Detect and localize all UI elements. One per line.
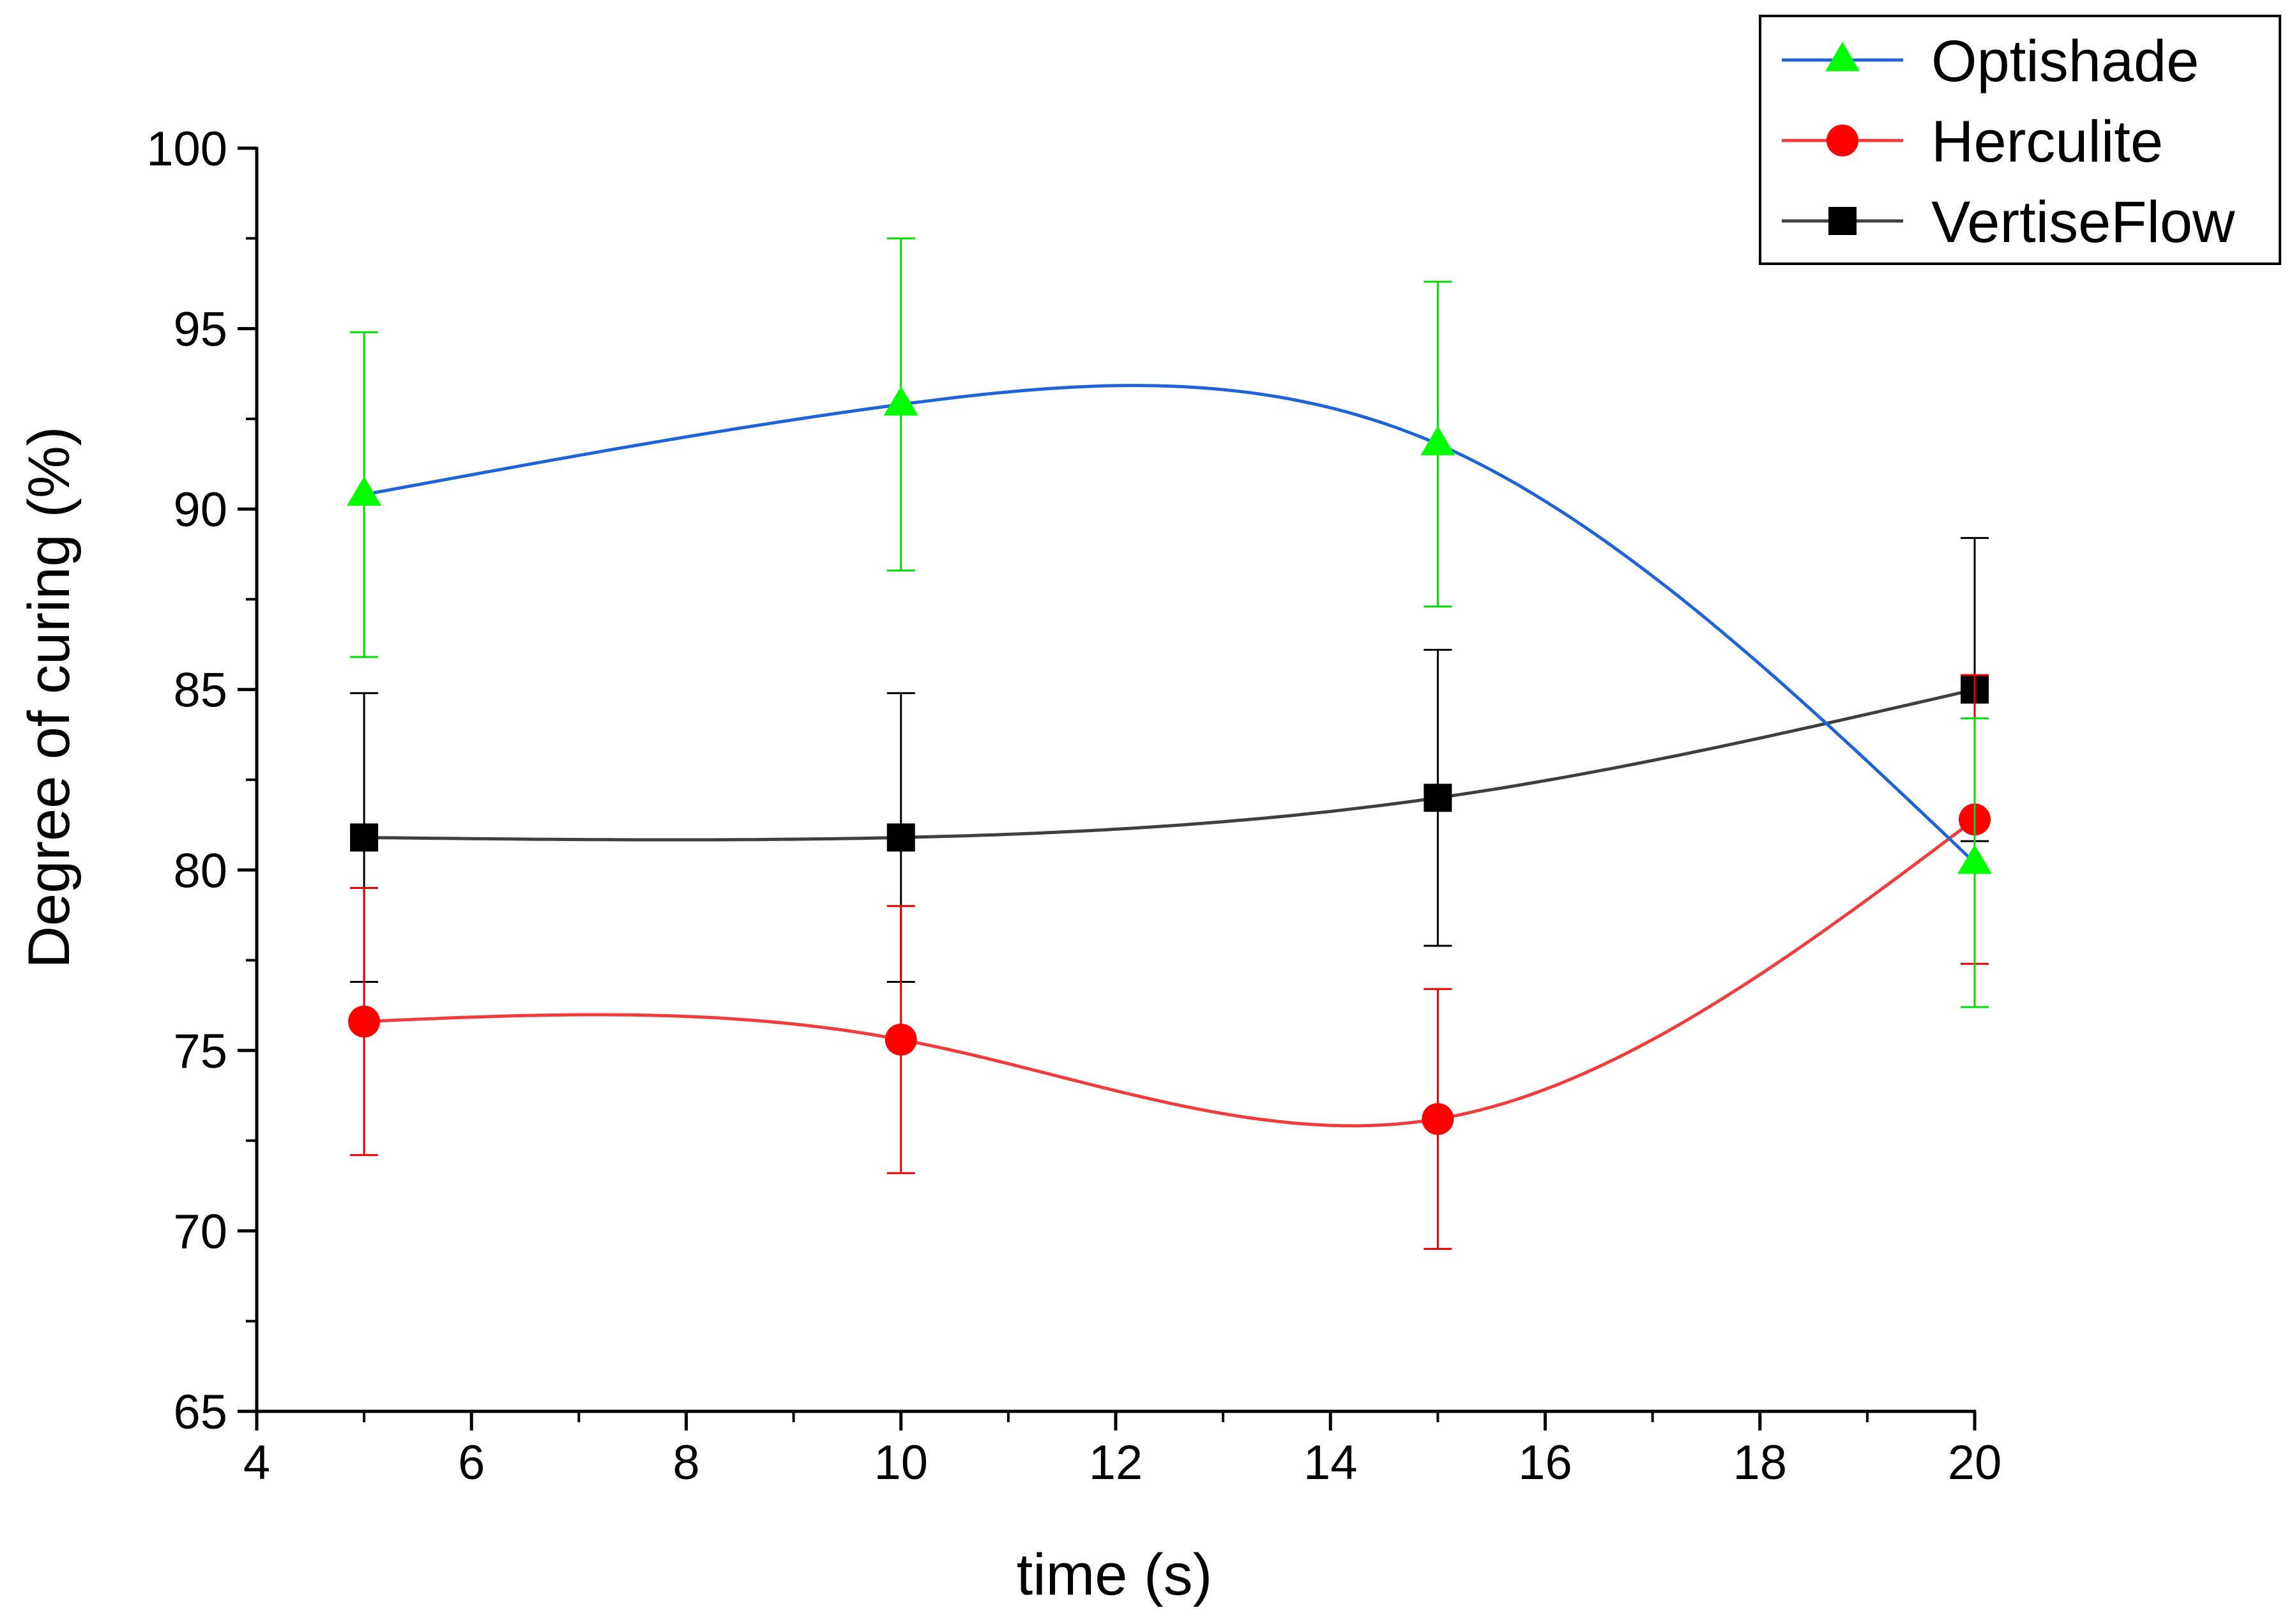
x-tick-label: 4 bbox=[243, 1436, 270, 1490]
x-tick-label: 20 bbox=[1948, 1436, 2002, 1490]
data-point-optishade bbox=[1420, 425, 1455, 455]
data-point-vertiseflow bbox=[886, 823, 915, 852]
data-point-optishade bbox=[347, 476, 382, 506]
data-point-optishade bbox=[1957, 844, 1992, 874]
series-layer bbox=[347, 237, 1992, 1250]
x-tick-label: 8 bbox=[672, 1436, 699, 1490]
series-line-optishade bbox=[363, 384, 1976, 864]
y-axis-title: Degree of curing (%) bbox=[17, 427, 82, 969]
y-tick-label: 85 bbox=[173, 664, 227, 718]
data-point-vertiseflow bbox=[350, 823, 379, 852]
legend: Optishade Herculite VertiseFlow bbox=[1759, 15, 2281, 265]
legend-label-optishade: Optishade bbox=[1931, 29, 2199, 94]
y-tick-label: 80 bbox=[173, 844, 227, 898]
legend-label-vertiseflow: VertiseFlow bbox=[1931, 190, 2235, 255]
y-tick-label: 75 bbox=[173, 1024, 227, 1079]
legend-label-herculite: Herculite bbox=[1931, 109, 2163, 174]
legend-marker-vertiseflow bbox=[1828, 207, 1857, 235]
x-axis-title: time (s) bbox=[1017, 1542, 1213, 1607]
y-tick-label: 90 bbox=[173, 483, 227, 537]
x-tick-label: 16 bbox=[1518, 1436, 1572, 1490]
y-tick-label: 65 bbox=[173, 1385, 227, 1439]
x-tick-label: 6 bbox=[458, 1436, 485, 1490]
y-tick-label: 95 bbox=[173, 303, 227, 357]
y-tick-label: 100 bbox=[146, 122, 227, 176]
x-tick-label: 10 bbox=[874, 1436, 928, 1490]
data-point-optishade bbox=[883, 386, 918, 416]
data-point-herculite bbox=[348, 1005, 381, 1038]
axes-layer: 4 6 8 10 12 14 16 18 20 65 70 75 80 85 90 95 100 bbox=[146, 122, 2002, 1490]
series-line-herculite bbox=[363, 818, 1976, 1128]
y-tick-label: 70 bbox=[173, 1204, 227, 1259]
series-line-vertiseflow bbox=[364, 688, 1975, 842]
x-tick-label: 14 bbox=[1303, 1436, 1358, 1490]
x-tick-label: 12 bbox=[1089, 1436, 1143, 1490]
data-point-vertiseflow bbox=[1424, 784, 1452, 812]
legend-marker-optishade bbox=[1825, 42, 1860, 72]
data-point-herculite bbox=[1422, 1103, 1454, 1135]
legend-marker-herculite bbox=[1827, 125, 1858, 156]
data-point-herculite bbox=[885, 1023, 917, 1056]
x-tick-label: 18 bbox=[1733, 1436, 1787, 1490]
series-optishade bbox=[347, 237, 1992, 1008]
